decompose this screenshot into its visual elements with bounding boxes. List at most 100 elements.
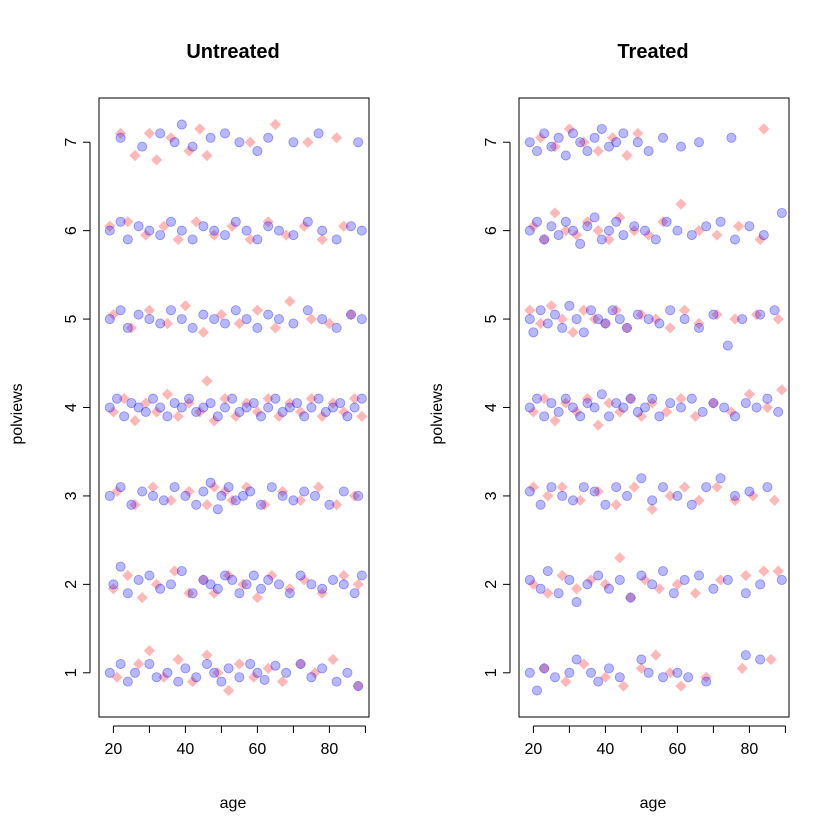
circle-point xyxy=(661,216,672,227)
circle-point xyxy=(234,137,245,148)
circle-point xyxy=(255,411,266,422)
diamond-point xyxy=(743,388,755,400)
diamond-point xyxy=(327,653,339,666)
panel-treated: Treated age polviews 20 40 60 80 1 2 3 4 5 6 7 xyxy=(429,41,790,812)
circle-point xyxy=(162,667,173,678)
circle-point xyxy=(223,663,234,674)
diamond-point xyxy=(284,295,296,307)
diamond-point xyxy=(223,569,235,582)
diamond-point xyxy=(129,149,141,162)
diamond-point xyxy=(527,481,539,493)
diamond-point xyxy=(650,649,662,661)
y-axis-label: polviews xyxy=(429,383,446,444)
circle-point xyxy=(183,393,194,404)
y-tick-label: 5 xyxy=(63,315,80,324)
diamond-point xyxy=(769,494,781,506)
circle-point xyxy=(683,672,694,683)
circle-point xyxy=(776,207,787,218)
circle-point xyxy=(237,490,248,501)
diamond-point xyxy=(545,300,557,312)
circle-point xyxy=(248,570,259,581)
circle-point xyxy=(191,406,202,417)
diamond-point xyxy=(589,313,601,325)
diamond-point xyxy=(284,583,296,595)
circle-point xyxy=(158,495,169,506)
circle-point xyxy=(209,314,220,325)
circle-point xyxy=(331,234,342,245)
circle-point xyxy=(353,681,364,692)
diamond-point xyxy=(237,578,249,590)
circle-point xyxy=(539,663,550,674)
diamond-point xyxy=(657,216,669,228)
diamond-point xyxy=(280,229,292,241)
circle-point xyxy=(122,322,133,333)
circle-point xyxy=(169,482,180,493)
circle-point xyxy=(744,221,755,232)
diamond-point xyxy=(599,671,611,683)
circle-point xyxy=(320,406,331,417)
circle-point xyxy=(672,225,683,236)
diamond-point xyxy=(309,667,321,679)
diamond-point xyxy=(607,132,619,144)
circle-point xyxy=(676,141,687,152)
circle-point xyxy=(241,225,252,236)
y-tick-label: 1 xyxy=(63,668,80,677)
circle-point xyxy=(338,486,349,497)
diamond-point xyxy=(560,225,572,237)
diamond-point xyxy=(711,229,723,241)
diamond-point xyxy=(331,132,343,144)
diamond-point xyxy=(266,569,278,582)
circle-point xyxy=(198,574,209,585)
diamond-point xyxy=(740,569,752,582)
circle-point xyxy=(342,667,353,678)
diamond-point xyxy=(560,676,572,688)
diamond-point xyxy=(538,662,550,674)
circle-point xyxy=(596,389,607,400)
diamond-point xyxy=(617,680,629,692)
circle-point xyxy=(640,402,651,413)
diamond-point xyxy=(107,406,119,418)
circle-point xyxy=(187,322,198,333)
circle-point xyxy=(324,499,335,510)
circle-point xyxy=(187,588,198,599)
circle-point xyxy=(176,225,187,236)
diamond-point xyxy=(172,233,184,246)
circle-point xyxy=(560,393,571,404)
diamond-point xyxy=(194,406,206,418)
y-tick-label: 6 xyxy=(483,226,500,235)
diamond-point xyxy=(118,393,130,405)
diamond-point xyxy=(560,397,572,409)
circle-point xyxy=(701,482,712,493)
circle-point xyxy=(546,482,557,493)
diamond-point xyxy=(187,676,199,688)
diamond-point xyxy=(603,233,615,246)
circle-point xyxy=(349,402,360,413)
circle-point xyxy=(550,309,561,320)
diamond-point xyxy=(581,216,593,228)
circle-point xyxy=(263,402,274,413)
diamond-point xyxy=(747,490,759,502)
diamond-point xyxy=(349,490,361,502)
circle-point xyxy=(593,570,604,581)
circle-point xyxy=(568,495,579,506)
circle-point xyxy=(582,221,593,232)
circle-point xyxy=(575,411,586,422)
circle-point xyxy=(147,490,158,501)
diamond-point xyxy=(581,393,593,405)
diamond-point xyxy=(671,578,683,590)
circle-point xyxy=(553,230,564,241)
diamond-point xyxy=(244,136,256,148)
diamond-point xyxy=(751,309,763,321)
circle-point xyxy=(115,216,126,227)
diamond-point xyxy=(733,220,745,232)
diamond-point xyxy=(327,397,339,409)
circle-point xyxy=(313,393,324,404)
circle-point xyxy=(104,314,115,325)
circle-point xyxy=(708,309,719,320)
circle-point xyxy=(524,137,535,148)
diamond-point xyxy=(223,684,235,697)
diamond-point xyxy=(165,494,177,506)
diamond-point xyxy=(549,207,561,219)
chart-title: Untreated xyxy=(186,41,279,63)
diamond-point xyxy=(352,578,364,590)
